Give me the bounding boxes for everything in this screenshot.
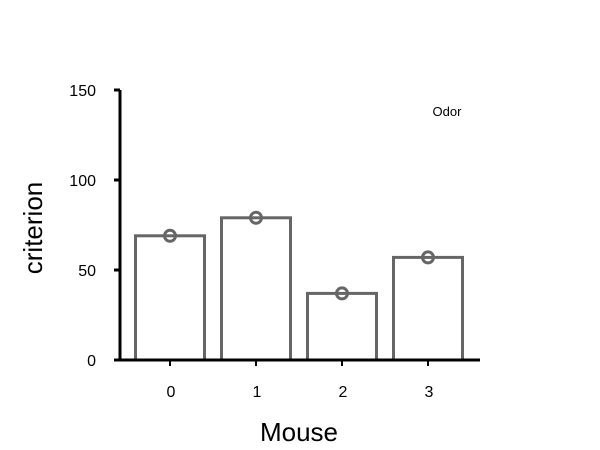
x-tick-label: 1	[253, 384, 262, 401]
bar-0	[134, 234, 206, 362]
y-tick-label: 100	[69, 173, 96, 190]
x-ticks: 0 1 2 3	[167, 360, 434, 401]
bar-1	[220, 216, 292, 362]
point-2	[335, 286, 349, 301]
y-tick-label: 0	[87, 353, 96, 370]
y-tick-label: 150	[69, 83, 96, 100]
bars-layer	[134, 216, 464, 362]
point-3	[421, 250, 435, 265]
bar-2	[306, 291, 378, 362]
point-1	[249, 210, 263, 225]
points-layer	[163, 210, 435, 301]
point-0	[163, 228, 177, 243]
bar-3	[392, 255, 464, 362]
x-tick-label: 3	[425, 384, 434, 401]
x-tick-label: 0	[167, 384, 176, 401]
x-axis-title: Mouse	[260, 417, 338, 447]
y-ticks: 0 50 100 150	[69, 83, 120, 370]
y-axis-title: criterion	[18, 182, 48, 274]
x-tick-label: 2	[339, 384, 348, 401]
annotation-label: Odor	[433, 104, 463, 119]
y-tick-label: 50	[78, 263, 96, 280]
